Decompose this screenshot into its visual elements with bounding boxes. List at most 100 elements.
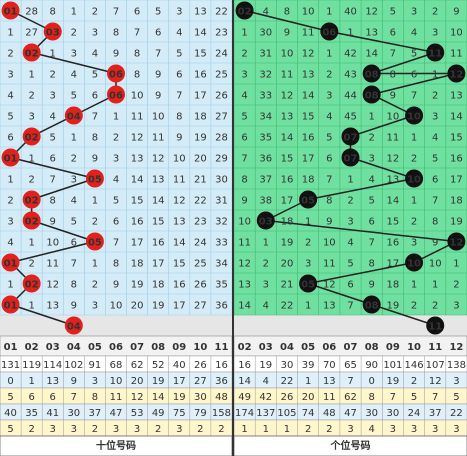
miss-count: 14 <box>281 133 294 144</box>
miss-count: 7 <box>411 91 417 102</box>
miss-count: 13 <box>173 217 186 228</box>
miss-count: 16 <box>302 133 315 144</box>
hit-number: 12 <box>449 70 463 81</box>
miss-count: 19 <box>131 280 144 291</box>
hit-ball <box>447 64 466 83</box>
miss-count: 12 <box>173 196 186 207</box>
stat-value: 13 <box>46 376 59 387</box>
stat-value: 146 <box>404 360 423 371</box>
miss-count: 7 <box>326 175 332 186</box>
stat-value: 74 <box>302 408 315 419</box>
stat-value: 19 <box>152 376 165 387</box>
stat-value: 40 <box>173 360 186 371</box>
miss-count: 2 <box>411 301 417 312</box>
miss-count: 30 <box>215 175 228 186</box>
stat-value: 3 <box>453 376 459 387</box>
trend-line <box>10 303 75 327</box>
footer-label: 十位号码 <box>96 439 136 452</box>
miss-count: 2 <box>113 133 119 144</box>
miss-count: 7 <box>71 259 77 270</box>
hit-ball <box>107 64 125 83</box>
miss-count: 5 <box>241 112 247 123</box>
stat-value: 6 <box>28 392 34 403</box>
stat-value: 30 <box>386 408 399 419</box>
miss-count: 6 <box>411 70 417 81</box>
miss-count: 13 <box>194 7 207 18</box>
miss-count: 12 <box>46 280 59 291</box>
stat-value: 1 <box>263 424 269 435</box>
miss-count: 24 <box>194 238 207 249</box>
hit-ball <box>256 211 275 230</box>
stat-value: 174 <box>235 408 254 419</box>
miss-count: 5 <box>92 70 98 81</box>
hit-number: 02 <box>25 49 39 60</box>
miss-count: 7 <box>92 112 98 123</box>
miss-count: 8 <box>71 280 77 291</box>
trend-line <box>307 261 415 285</box>
stat-value: 39 <box>302 360 315 371</box>
miss-count: 1 <box>92 196 98 207</box>
miss-count: 3 <box>71 49 77 60</box>
miss-count: 8 <box>284 7 290 18</box>
miss-count: 9 <box>71 301 77 312</box>
trend-line <box>371 303 436 327</box>
miss-count: 27 <box>25 28 38 39</box>
miss-count: 10 <box>429 259 442 270</box>
miss-count: 5 <box>113 196 119 207</box>
miss-count: 2 <box>92 217 98 228</box>
miss-count: 16 <box>152 238 165 249</box>
miss-count: 10 <box>152 112 165 123</box>
hit-ball <box>426 43 445 62</box>
miss-count: 1 <box>7 280 13 291</box>
miss-count: 6 <box>7 133 13 144</box>
stat-value: 7 <box>390 392 396 403</box>
stat-value: 8 <box>92 392 98 403</box>
miss-count: 33 <box>259 91 272 102</box>
miss-count: 17 <box>386 259 399 270</box>
miss-count: 6 <box>176 70 182 81</box>
miss-count: 2 <box>50 70 56 81</box>
stat-value: 3 <box>134 424 140 435</box>
miss-count: 10 <box>238 217 251 228</box>
miss-count: 19 <box>152 301 165 312</box>
stat-value: 12 <box>131 392 144 403</box>
miss-count: 4 <box>263 301 269 312</box>
miss-count: 21 <box>194 175 207 186</box>
trend-line <box>10 240 96 264</box>
miss-count: 6 <box>347 280 353 291</box>
hit-number: 06 <box>322 28 336 39</box>
stat-value: 37 <box>89 408 102 419</box>
miss-count: 2 <box>453 280 459 291</box>
miss-count: 8 <box>134 49 140 60</box>
hit-number: 08 <box>365 91 379 102</box>
miss-count: 2 <box>71 154 77 165</box>
miss-count: 13 <box>302 70 315 81</box>
hit-number: 02 <box>238 7 252 18</box>
miss-count: 36 <box>259 154 272 165</box>
miss-count: 20 <box>194 154 207 165</box>
miss-count: 3 <box>7 70 13 81</box>
stat-value: 158 <box>212 408 231 419</box>
miss-count: 6 <box>155 28 161 39</box>
miss-count: 9 <box>176 133 182 144</box>
miss-count: 16 <box>281 175 294 186</box>
stat-value: 2 <box>92 424 98 435</box>
stat-value: 7 <box>71 392 77 403</box>
miss-count: 19 <box>386 301 399 312</box>
miss-count: 7 <box>113 7 119 18</box>
miss-count: 3 <box>7 217 13 228</box>
stat-value: 2 <box>326 424 332 435</box>
miss-count: 9 <box>92 154 98 165</box>
miss-count: 4 <box>71 196 77 207</box>
miss-count: 43 <box>344 70 357 81</box>
hit-ball <box>85 169 104 188</box>
hit-number: 06 <box>109 70 123 81</box>
miss-count: 1 <box>326 49 332 60</box>
stat-value: 10 <box>110 376 123 387</box>
miss-count: 16 <box>131 217 144 228</box>
miss-count: 4 <box>368 175 374 186</box>
hit-number: 03 <box>259 217 273 228</box>
miss-count: 1 <box>347 175 353 186</box>
miss-count: 16 <box>194 70 207 81</box>
miss-count: 12 <box>238 259 251 270</box>
